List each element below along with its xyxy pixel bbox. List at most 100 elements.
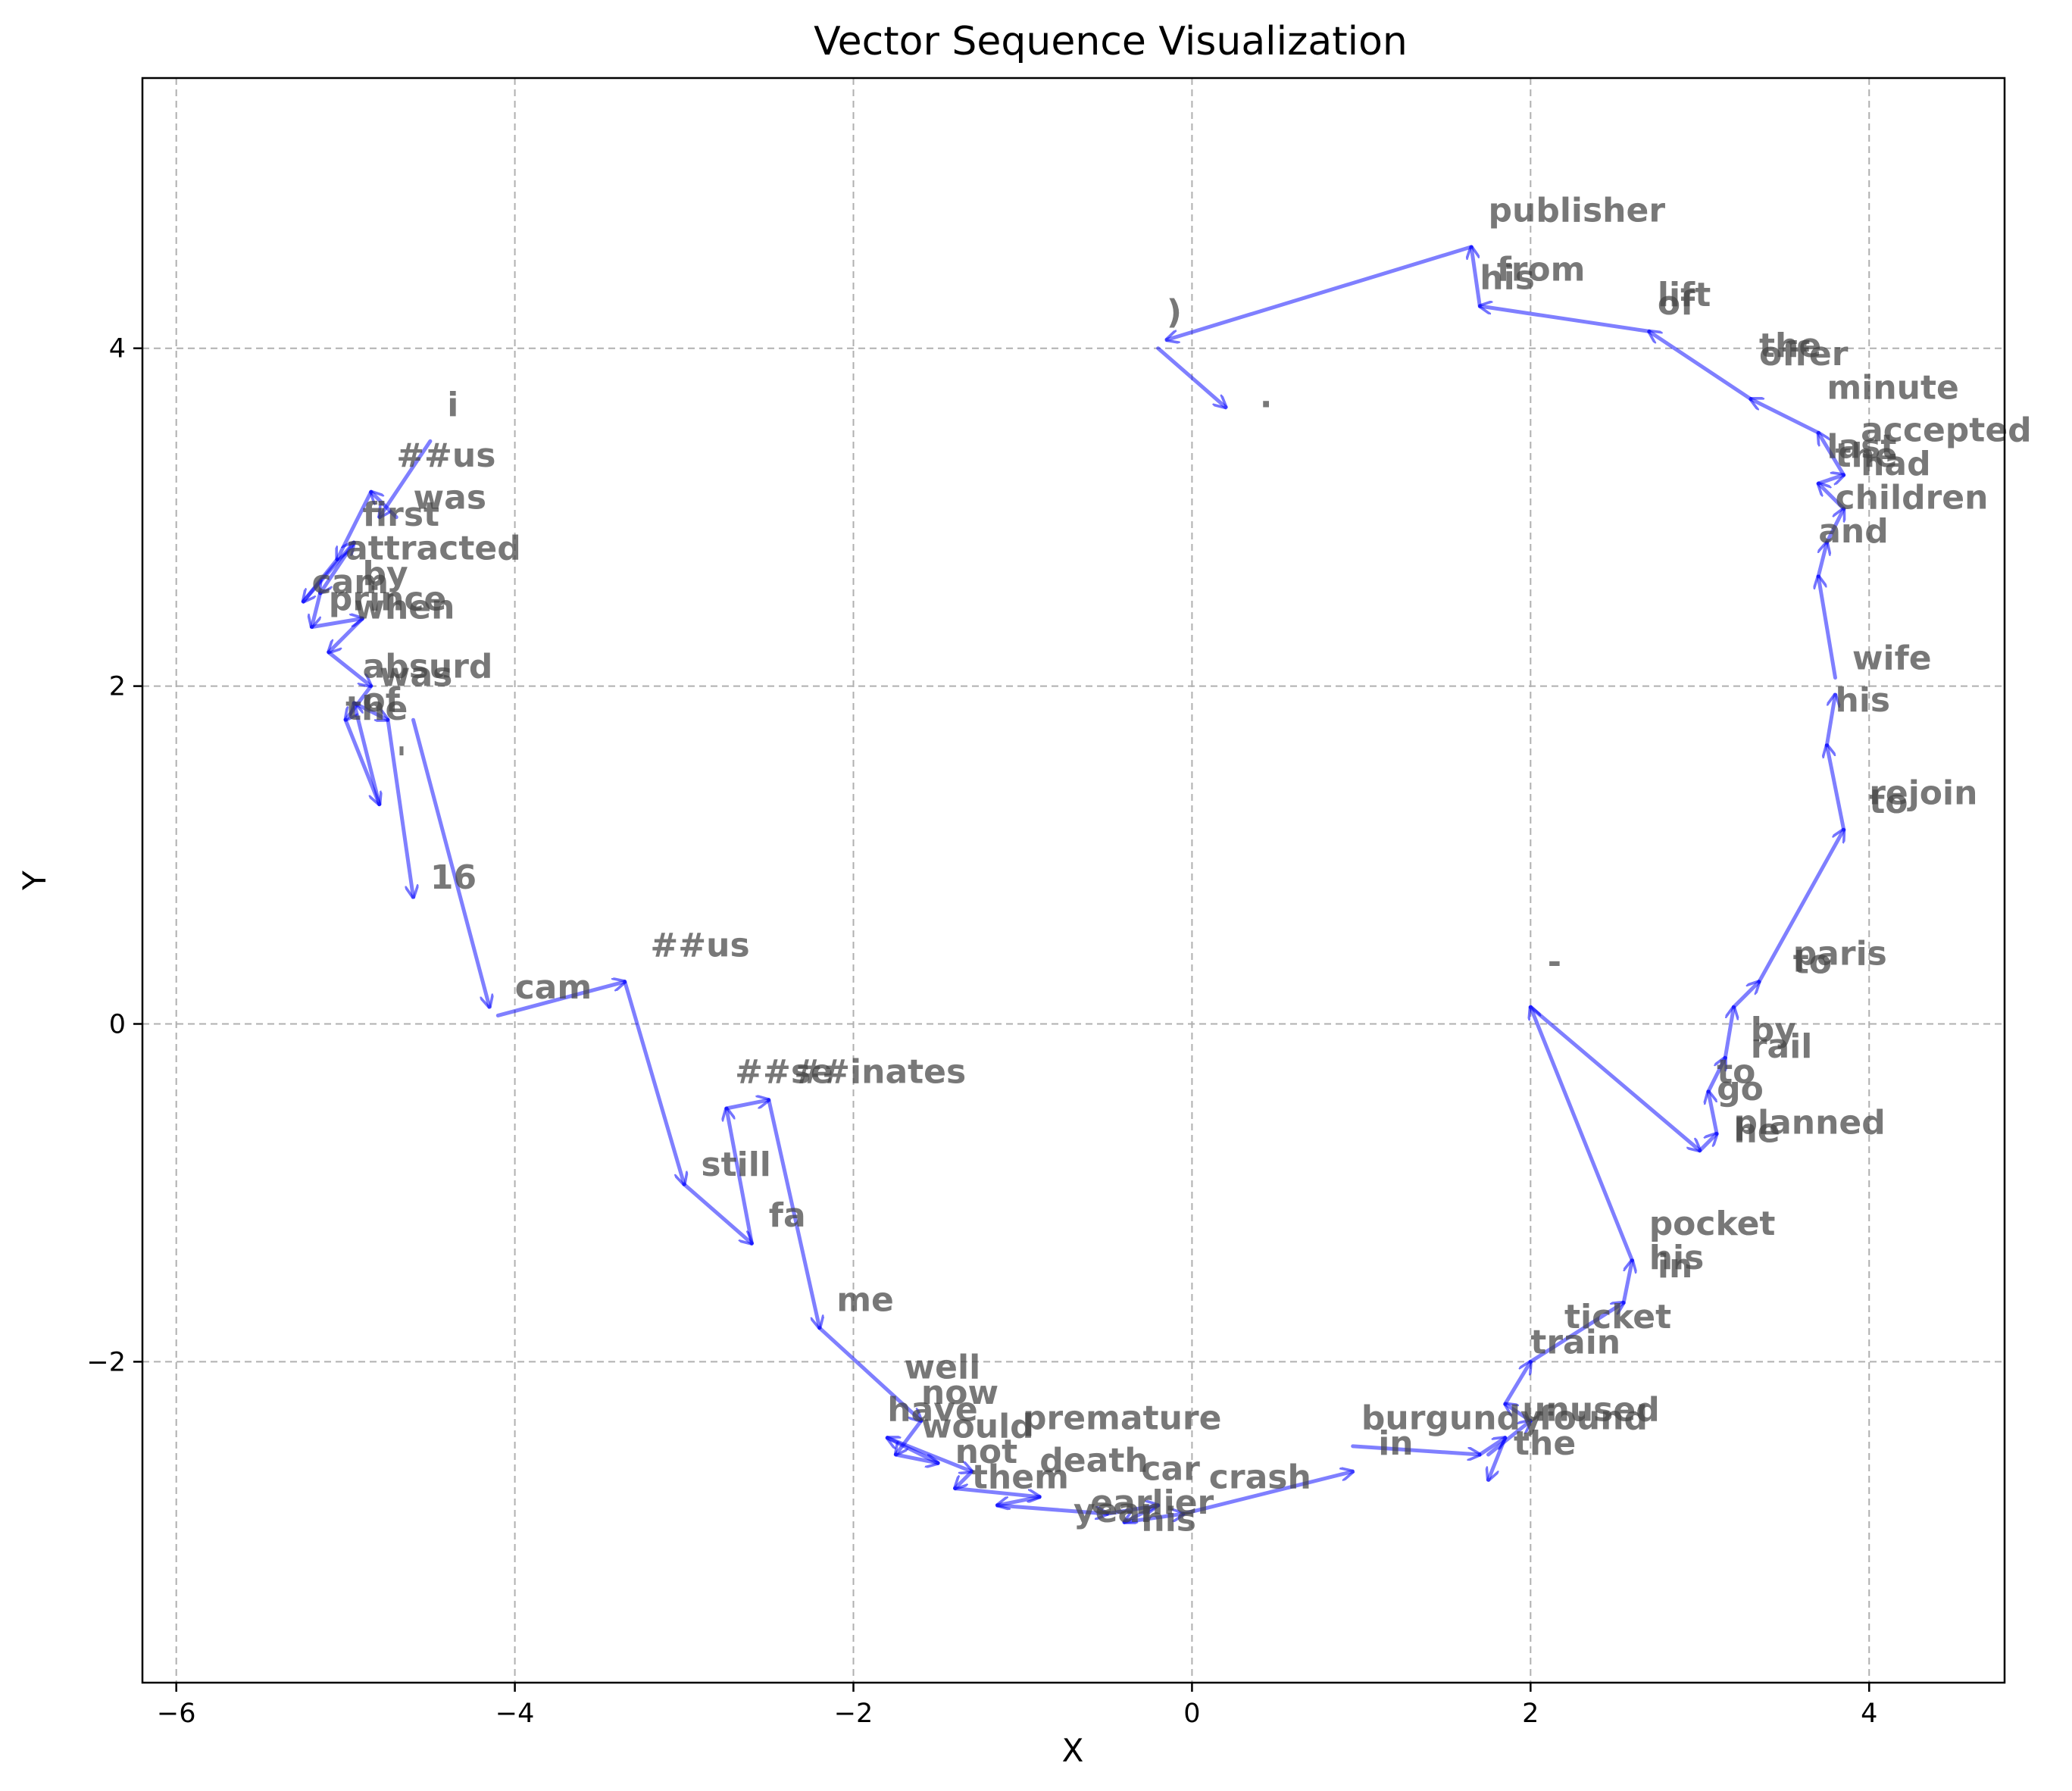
token-label: ##us: [650, 926, 749, 964]
token-label: premature: [1023, 1399, 1221, 1438]
token-label: fa: [769, 1196, 806, 1235]
token-label: had: [1861, 445, 1931, 483]
vector-arrow: [1816, 542, 1827, 579]
vector-arrow: [953, 1486, 1040, 1497]
token-label: when: [354, 588, 455, 627]
token-label: have: [887, 1390, 978, 1429]
vector-arrow: [327, 650, 371, 686]
vector-arrow: [1351, 1444, 1482, 1455]
token-label: was: [380, 656, 453, 695]
token-label: the: [345, 689, 408, 728]
token-label: the: [1759, 327, 1821, 365]
vector-arrow: [1124, 1503, 1161, 1522]
token-label: rail: [1751, 1027, 1813, 1066]
token-label: by: [363, 555, 408, 593]
token-label: me: [836, 1281, 894, 1320]
vector-arrow: [1732, 982, 1760, 1009]
token-label: crash: [1209, 1458, 1311, 1497]
vector-arrow: [1503, 1361, 1531, 1406]
token-label: of: [1658, 284, 1695, 323]
vector-arrow: [310, 618, 363, 630]
vector-arrow: [1824, 509, 1843, 545]
token-label: ': [396, 740, 406, 779]
y-axis-label: Y: [16, 870, 53, 891]
token-label: in: [1658, 1247, 1692, 1286]
vector-arrow: [1621, 1261, 1632, 1305]
token-label: absurd: [363, 648, 493, 686]
token-label: ##us: [396, 436, 495, 475]
token-label: unused: [1522, 1390, 1660, 1429]
x-tick-label: −6: [157, 1699, 196, 1729]
axis-ticks: −6 −4 −2 0 2 4 −2 0 2 4: [86, 334, 1877, 1729]
token-label: planned: [1734, 1103, 1886, 1142]
token-label: to: [1793, 943, 1832, 982]
token-label: and: [1818, 512, 1889, 551]
vector-arrow: [724, 1100, 769, 1111]
token-label: burgundy: [1361, 1399, 1542, 1438]
vector-arrow: [329, 616, 364, 652]
vector-arrow: [1528, 1005, 1700, 1151]
token-label: minute: [1827, 369, 1958, 408]
plot-frame: [141, 77, 2006, 1684]
token-label: ##se: [735, 1053, 833, 1092]
token-label: was: [414, 479, 487, 517]
vector-arrow: [997, 1495, 1042, 1505]
token-label: paris: [1793, 935, 1887, 974]
token-label: ##inates: [794, 1053, 966, 1092]
token-label: -: [1548, 943, 1561, 982]
token-label: well: [905, 1349, 981, 1387]
vector-arrow: [682, 1182, 752, 1243]
token-label: ticket: [1564, 1298, 1671, 1336]
vector-arrow: [1827, 745, 1846, 832]
token-label: 16: [430, 858, 477, 897]
x-tick-label: 2: [1522, 1699, 1539, 1729]
vector-arrow: [1530, 1007, 1634, 1263]
token-label: to: [1717, 1053, 1755, 1092]
vector-arrow: [1818, 577, 1837, 680]
token-label: cam: [515, 968, 592, 1007]
vector-arrow: [1471, 247, 1482, 308]
chart-title: Vector Sequence Visualization: [814, 19, 1408, 64]
x-tick-label: 4: [1861, 1699, 1877, 1729]
vector-arrow: [623, 980, 684, 1185]
vector-arrow: [1723, 1007, 1733, 1060]
token-label: publisher: [1489, 192, 1666, 230]
vector-arrow: [1751, 399, 1820, 435]
token-label: prince: [329, 580, 447, 618]
token-label: still: [701, 1146, 770, 1184]
token-label: now: [921, 1374, 998, 1412]
token-label: year: [1074, 1492, 1157, 1530]
vector-arrow: [312, 591, 323, 627]
token-label: them: [972, 1458, 1069, 1497]
vector-arrow: [1122, 1514, 1183, 1524]
token-label: offer: [1759, 335, 1849, 374]
vector-arrow: [1480, 306, 1652, 333]
vector-arrow: [1708, 1092, 1719, 1136]
vector-arrow: [1818, 433, 1846, 477]
vector-arrow: [352, 701, 388, 720]
vector-arrow: [354, 703, 382, 807]
vector-arrow: [1528, 1302, 1624, 1364]
vector-arrow: [1105, 1505, 1158, 1516]
token-label: death: [1039, 1441, 1148, 1480]
token-label: earlier: [1090, 1483, 1214, 1522]
vector-arrow: [1156, 346, 1226, 408]
vector-arrow: [495, 982, 625, 1017]
token-label: his: [1649, 1239, 1705, 1277]
vector-arrow: [343, 717, 380, 804]
token-label: wife: [1852, 639, 1932, 677]
token-label: car: [1141, 1450, 1200, 1489]
vector-arrow: [380, 439, 433, 517]
vector-arrow: [955, 1469, 974, 1488]
token-label: cam: [312, 563, 389, 602]
token-label: i: [447, 386, 458, 424]
vector-arrow: [1818, 483, 1846, 511]
token-label: children: [1836, 479, 1989, 517]
token-label: last: [1827, 428, 1896, 467]
vector-arrow: [767, 1098, 820, 1328]
vector-arrow: [320, 540, 356, 593]
token-label: found: [1539, 1399, 1649, 1438]
token-label: .: [1260, 377, 1273, 416]
